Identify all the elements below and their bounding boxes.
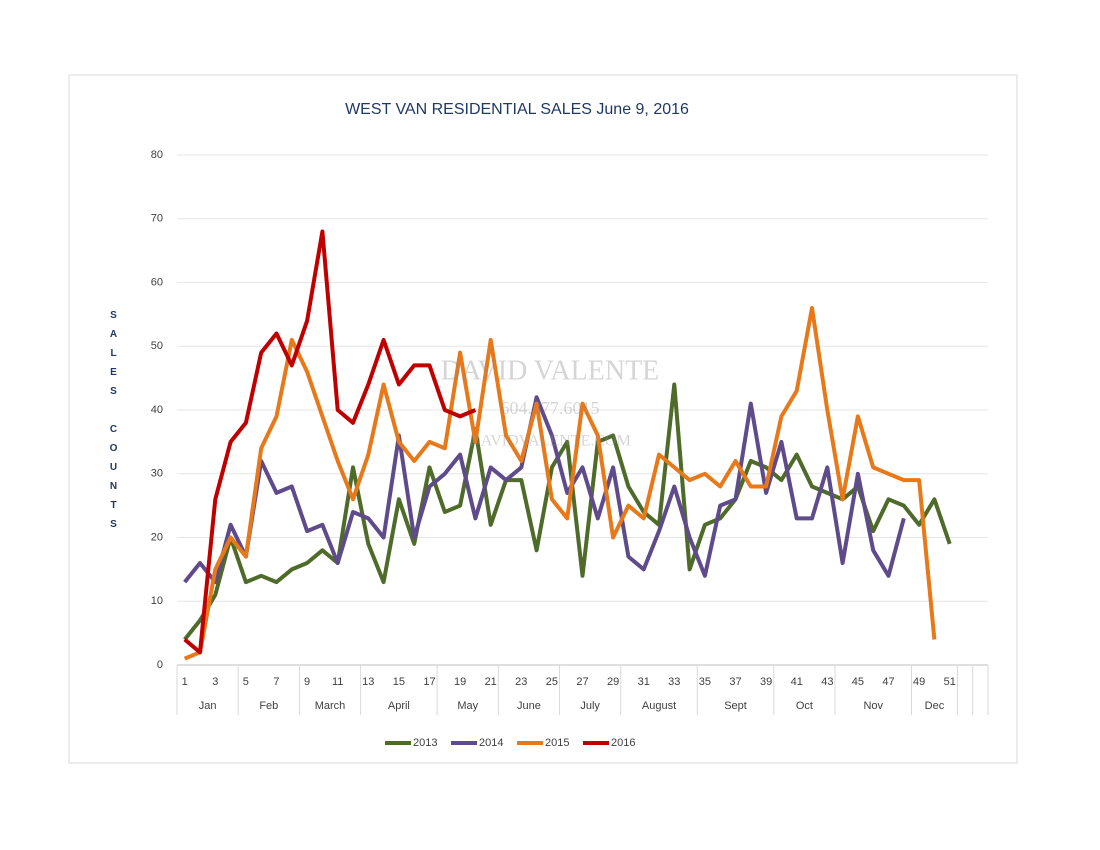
month-label: Oct	[796, 700, 813, 712]
x-tick-label: 19	[454, 676, 466, 688]
month-label: March	[315, 700, 346, 712]
y-tick-label: 0	[157, 659, 163, 671]
x-tick-label: 27	[576, 676, 588, 688]
legend-label: 2016	[611, 737, 635, 749]
month-label: Jan	[199, 700, 217, 712]
x-tick-label: 49	[913, 676, 925, 688]
y-tick-label: 80	[151, 149, 163, 161]
chart-frame	[68, 74, 1018, 764]
x-tick-label: 29	[607, 676, 619, 688]
watermark: DAVID VALENTE 604.377.6015 DAVIDVALENTE.…	[441, 355, 660, 449]
x-tick-label: 25	[546, 676, 558, 688]
x-tick-label: 11	[332, 676, 343, 688]
x-tick-label: 33	[668, 676, 680, 688]
y-tick-label: 50	[151, 340, 163, 352]
x-tick-label: 1	[182, 676, 188, 688]
x-tick-label: 15	[393, 676, 405, 688]
y-tick-label: 60	[151, 276, 163, 288]
x-tick-label: 37	[729, 676, 741, 688]
x-tick-label: 51	[944, 676, 956, 688]
watermark-text: 604.377.6015	[501, 398, 600, 418]
x-tick-label: 21	[485, 676, 497, 688]
month-label: April	[388, 700, 410, 712]
month-label: Nov	[863, 700, 883, 712]
x-tick-label: 43	[821, 676, 833, 688]
watermark-text: DAVID VALENTE	[441, 355, 660, 386]
series-line	[183, 229, 477, 655]
x-tick-label: 31	[638, 676, 650, 688]
y-axis-label: SALES COUNTS	[108, 310, 119, 538]
x-tick-label: 39	[760, 676, 772, 688]
x-tick-label: 41	[791, 676, 803, 688]
month-label: Feb	[259, 700, 278, 712]
y-tick-label: 40	[151, 404, 163, 416]
legend-label: 2015	[545, 737, 569, 749]
legend-label: 2013	[413, 737, 437, 749]
x-tick-label: 3	[212, 676, 218, 688]
watermark-text: DAVIDVALENTE.COM	[469, 433, 631, 450]
chart-title: WEST VAN RESIDENTIAL SALES June 9, 2016	[345, 101, 689, 118]
x-tick-label: 47	[882, 676, 894, 688]
series-line	[183, 395, 906, 585]
month-label: May	[457, 700, 478, 712]
month-label: Dec	[925, 700, 945, 712]
month-label: Sept	[724, 700, 747, 712]
y-tick-label: 20	[151, 531, 163, 543]
y-tick-label: 70	[151, 213, 163, 225]
x-tick-label: 45	[852, 676, 864, 688]
x-tick-label: 7	[273, 676, 279, 688]
x-tick-label: 9	[304, 676, 310, 688]
x-tick-label: 13	[362, 676, 374, 688]
x-tick-label: 5	[243, 676, 249, 688]
legend-label: 2014	[479, 737, 503, 749]
series-line	[183, 306, 937, 661]
x-tick-label: 23	[515, 676, 527, 688]
month-label: July	[580, 700, 600, 712]
y-tick-label: 30	[151, 468, 163, 480]
month-label: August	[642, 700, 676, 712]
x-tick-label: 17	[423, 676, 435, 688]
y-tick-label: 10	[151, 595, 163, 607]
month-label: June	[517, 700, 541, 712]
x-tick-label: 35	[699, 676, 711, 688]
